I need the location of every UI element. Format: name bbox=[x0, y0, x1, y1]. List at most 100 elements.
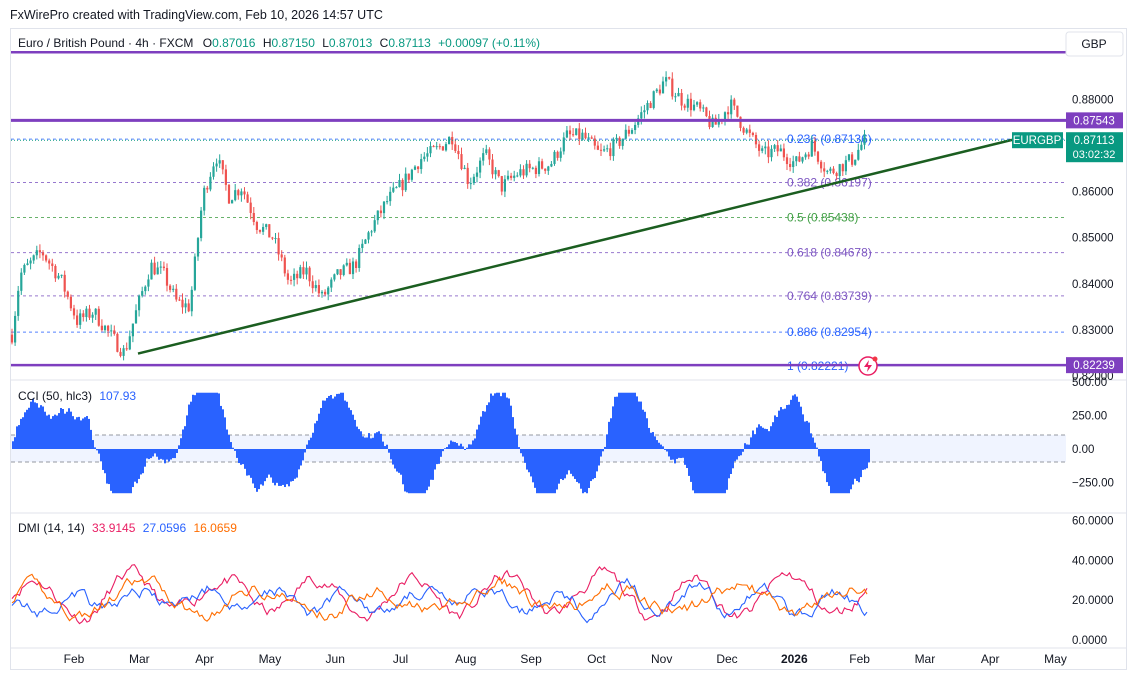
candle-body bbox=[268, 224, 271, 238]
candle-body bbox=[510, 175, 513, 178]
cci-bar bbox=[666, 449, 668, 452]
cci-bar bbox=[196, 392, 198, 449]
cci-bar bbox=[522, 449, 524, 457]
cci-bar bbox=[778, 410, 780, 449]
cci-bar bbox=[672, 449, 674, 460]
main-legend: Euro / British Pound · 4h · FXCM O0.8701… bbox=[18, 36, 540, 50]
cci-bar bbox=[472, 440, 474, 449]
candle-body bbox=[51, 263, 54, 266]
candle-body bbox=[596, 145, 599, 150]
time-tick: Oct bbox=[587, 652, 606, 666]
candle-body bbox=[677, 93, 680, 97]
candle-body bbox=[537, 161, 541, 175]
dmi-axis[interactable]: 60.0000 40.0000 20.0000 0.0000 bbox=[1072, 516, 1114, 647]
candle-body bbox=[528, 163, 531, 169]
candle-body bbox=[110, 330, 113, 332]
cci-bar bbox=[810, 433, 812, 449]
cci-bar bbox=[698, 449, 700, 494]
candle-body bbox=[277, 238, 280, 255]
cci-histogram bbox=[12, 392, 870, 494]
cci-bar bbox=[492, 395, 494, 449]
candle-body bbox=[661, 81, 665, 94]
cci-bar bbox=[330, 395, 332, 449]
cci-bar bbox=[758, 424, 760, 449]
cci-bar bbox=[58, 413, 60, 449]
cci-bar bbox=[20, 418, 22, 449]
cci-bar bbox=[250, 449, 252, 478]
cci-bar bbox=[684, 449, 686, 465]
time-axis[interactable]: Feb Mar Apr May Jun Jul Aug Sep Oct Nov Dec 2026 Feb… bbox=[64, 652, 1067, 666]
candle-body bbox=[776, 145, 779, 152]
cci-bar bbox=[542, 449, 544, 494]
cci-bar bbox=[248, 449, 250, 476]
cci-bar bbox=[446, 447, 448, 449]
candle-body bbox=[196, 238, 200, 257]
cci-bar bbox=[356, 426, 358, 449]
candle-body bbox=[655, 89, 658, 92]
cci-bar bbox=[678, 449, 680, 458]
cci-bar bbox=[30, 401, 32, 449]
candle-body bbox=[423, 156, 426, 160]
cci-bar bbox=[682, 449, 684, 458]
cci-bar bbox=[388, 449, 390, 453]
candle-body bbox=[742, 127, 745, 133]
candle-body bbox=[203, 187, 206, 211]
cci-bar bbox=[830, 449, 832, 494]
candle-body bbox=[355, 261, 358, 268]
cci-bar bbox=[82, 418, 84, 449]
cci-bar bbox=[300, 449, 302, 466]
candle-body bbox=[420, 159, 423, 170]
cci-bar bbox=[656, 440, 658, 449]
svg-text:0.82239: 0.82239 bbox=[1073, 360, 1115, 372]
candle-body bbox=[522, 169, 525, 176]
lightning-alert-icon[interactable] bbox=[858, 356, 878, 376]
cci-bar bbox=[694, 449, 696, 494]
cci-axis[interactable]: 500.00 250.00 0.00 −250.00 bbox=[1072, 377, 1114, 490]
fib-label: 0.886 (0.82954) bbox=[787, 325, 872, 339]
price-tick: 0.84000 bbox=[1072, 279, 1114, 291]
cci-bar bbox=[468, 444, 470, 449]
cci-bar bbox=[48, 414, 50, 449]
candle-body bbox=[438, 146, 441, 148]
price-axis[interactable]: 0.880000.870000.860000.850000.840000.830… bbox=[1072, 94, 1114, 383]
trendline[interactable] bbox=[137, 138, 1013, 355]
time-tick: Mar bbox=[129, 652, 150, 666]
cci-bar bbox=[112, 449, 114, 494]
cci-bar bbox=[742, 449, 744, 452]
low-label: L bbox=[322, 36, 329, 50]
cci-bar bbox=[298, 449, 300, 470]
candle-body bbox=[618, 137, 621, 146]
cci-bar bbox=[738, 449, 740, 457]
cci-bar bbox=[784, 408, 786, 449]
cci-bar bbox=[744, 443, 746, 449]
candle-body bbox=[175, 288, 178, 300]
cci-bar bbox=[236, 449, 238, 458]
candle-body bbox=[324, 291, 327, 295]
candle-body bbox=[200, 210, 203, 239]
cci-bar bbox=[344, 400, 346, 449]
candle-body bbox=[26, 263, 29, 266]
cci-bar bbox=[740, 449, 742, 456]
cci-bar bbox=[588, 449, 590, 488]
candle-body bbox=[764, 146, 767, 149]
candle-body bbox=[305, 267, 308, 275]
cci-bar bbox=[646, 418, 648, 449]
cci-bar bbox=[548, 449, 550, 494]
cci-bar bbox=[808, 422, 810, 449]
candle-body bbox=[754, 134, 758, 145]
candle-body bbox=[702, 107, 705, 109]
cci-bar bbox=[124, 449, 126, 494]
currency-button[interactable]: GBP bbox=[1065, 31, 1124, 57]
cci-bar bbox=[724, 449, 726, 494]
cci-bar bbox=[348, 407, 350, 449]
candle-body bbox=[482, 153, 485, 161]
cci-bar bbox=[46, 415, 48, 449]
cci-bar bbox=[762, 427, 764, 449]
candle-body bbox=[770, 148, 773, 158]
candle-body bbox=[838, 164, 841, 177]
cci-bar bbox=[240, 449, 242, 465]
cci-bar bbox=[530, 449, 532, 477]
cci-bar bbox=[794, 394, 796, 449]
candle-body bbox=[187, 303, 190, 312]
